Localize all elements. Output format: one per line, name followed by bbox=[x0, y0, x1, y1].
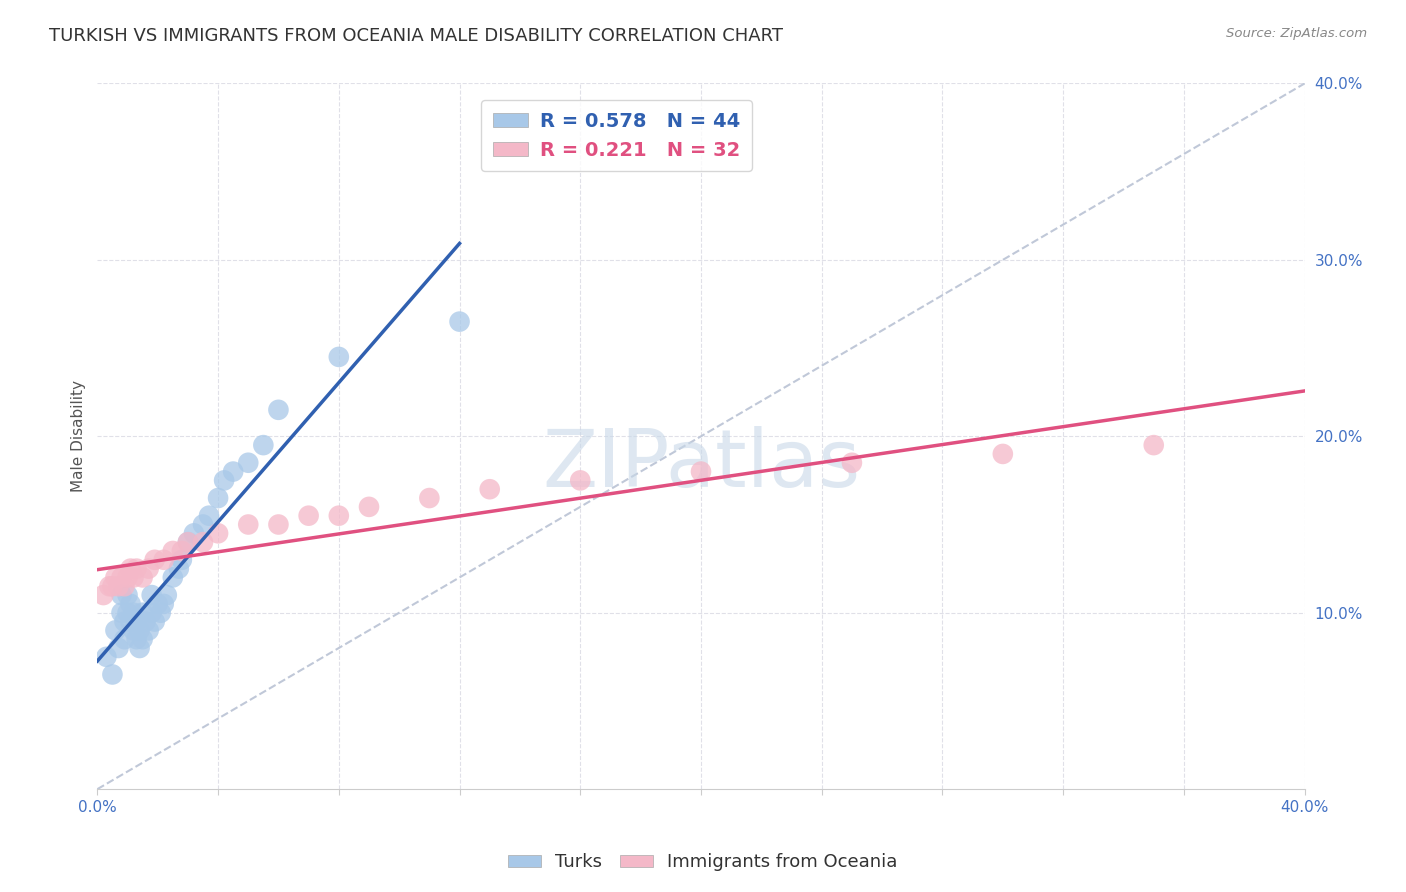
Point bbox=[252, 438, 274, 452]
Point bbox=[117, 588, 139, 602]
Point bbox=[141, 606, 163, 620]
Point bbox=[131, 606, 153, 620]
Point bbox=[107, 640, 129, 655]
Point bbox=[93, 588, 115, 602]
Point bbox=[120, 615, 142, 629]
Point bbox=[138, 561, 160, 575]
Point bbox=[191, 535, 214, 549]
Legend: Turks, Immigrants from Oceania: Turks, Immigrants from Oceania bbox=[501, 847, 905, 879]
Point bbox=[191, 517, 214, 532]
Point bbox=[120, 561, 142, 575]
Point bbox=[101, 579, 124, 593]
Point bbox=[162, 544, 184, 558]
Point bbox=[991, 447, 1014, 461]
Point bbox=[128, 640, 150, 655]
Y-axis label: Male Disability: Male Disability bbox=[72, 380, 86, 492]
Point bbox=[152, 597, 174, 611]
Point bbox=[135, 615, 157, 629]
Point bbox=[125, 561, 148, 575]
Point bbox=[207, 526, 229, 541]
Point bbox=[98, 579, 121, 593]
Point bbox=[146, 597, 169, 611]
Point bbox=[114, 579, 136, 593]
Point bbox=[120, 597, 142, 611]
Point bbox=[238, 456, 260, 470]
Point bbox=[128, 624, 150, 638]
Point bbox=[177, 535, 200, 549]
Text: TURKISH VS IMMIGRANTS FROM OCEANIA MALE DISABILITY CORRELATION CHART: TURKISH VS IMMIGRANTS FROM OCEANIA MALE … bbox=[49, 27, 783, 45]
Point bbox=[170, 553, 193, 567]
Point bbox=[104, 624, 127, 638]
Point bbox=[690, 465, 713, 479]
Point bbox=[138, 624, 160, 638]
Point bbox=[131, 632, 153, 647]
Point bbox=[117, 570, 139, 584]
Point bbox=[110, 588, 132, 602]
Point bbox=[207, 491, 229, 505]
Point bbox=[1143, 438, 1166, 452]
Point bbox=[298, 508, 321, 523]
Point bbox=[143, 553, 166, 567]
Point bbox=[110, 570, 132, 584]
Text: ZIPatlas: ZIPatlas bbox=[541, 425, 860, 503]
Point bbox=[141, 588, 163, 602]
Point bbox=[167, 561, 190, 575]
Point bbox=[152, 553, 174, 567]
Point bbox=[107, 579, 129, 593]
Point bbox=[143, 615, 166, 629]
Point bbox=[96, 649, 118, 664]
Point bbox=[122, 570, 145, 584]
Point bbox=[478, 482, 501, 496]
Point bbox=[110, 606, 132, 620]
Point bbox=[267, 517, 290, 532]
Point bbox=[131, 570, 153, 584]
Point bbox=[162, 570, 184, 584]
Point bbox=[569, 474, 592, 488]
Point bbox=[222, 465, 245, 479]
Point bbox=[328, 350, 350, 364]
Point bbox=[449, 315, 471, 329]
Point bbox=[149, 606, 172, 620]
Legend: R = 0.578   N = 44, R = 0.221   N = 32: R = 0.578 N = 44, R = 0.221 N = 32 bbox=[481, 100, 752, 171]
Point bbox=[156, 588, 179, 602]
Point bbox=[357, 500, 380, 514]
Point bbox=[267, 402, 290, 417]
Point bbox=[212, 474, 235, 488]
Point bbox=[183, 526, 205, 541]
Point bbox=[125, 615, 148, 629]
Point bbox=[101, 667, 124, 681]
Point bbox=[238, 517, 260, 532]
Point bbox=[117, 606, 139, 620]
Point bbox=[122, 624, 145, 638]
Point bbox=[841, 456, 863, 470]
Point bbox=[114, 615, 136, 629]
Point bbox=[198, 508, 221, 523]
Point bbox=[125, 632, 148, 647]
Point bbox=[418, 491, 440, 505]
Text: Source: ZipAtlas.com: Source: ZipAtlas.com bbox=[1226, 27, 1367, 40]
Point bbox=[104, 570, 127, 584]
Point bbox=[177, 535, 200, 549]
Point bbox=[122, 606, 145, 620]
Point bbox=[170, 544, 193, 558]
Point bbox=[328, 508, 350, 523]
Point bbox=[114, 632, 136, 647]
